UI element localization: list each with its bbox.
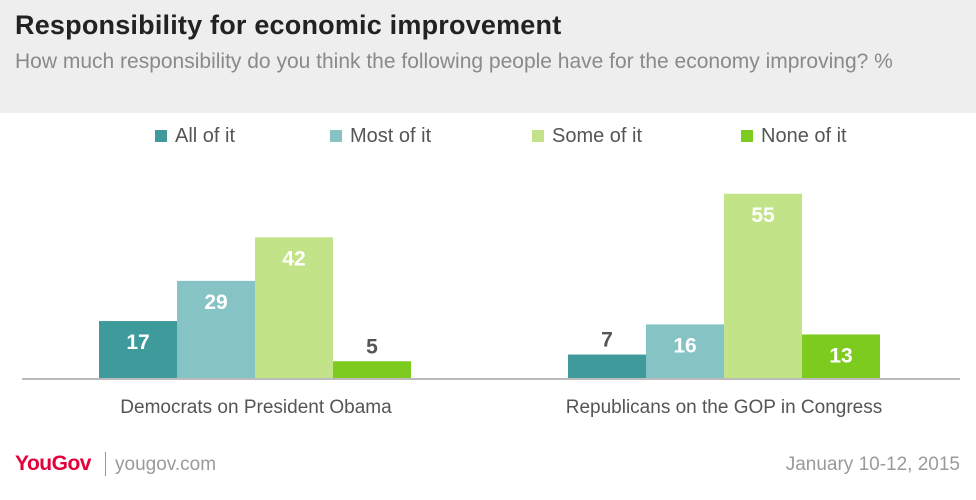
bar-some-of-it-1 [255, 237, 333, 378]
data-label-some-of-it-1: 42 [282, 247, 305, 270]
legend-item-some-of-it: Some of it [532, 124, 642, 148]
legend-swatch-most-of-it [330, 130, 342, 142]
chart-subtitle: How much responsibility do you think the… [15, 50, 893, 73]
data-label-all-of-it-1: 17 [126, 331, 149, 354]
legend-label-all-of-it: All of it [175, 124, 236, 147]
legend-label-some-of-it: Some of it [552, 124, 643, 147]
footer-divider [105, 452, 106, 476]
data-label-none-of-it-2: 13 [829, 344, 852, 367]
data-label-all-of-it-2: 7 [601, 329, 613, 352]
bar-none-of-it-1 [333, 361, 411, 378]
footer-site: yougov.com [115, 454, 217, 475]
legend: All of it Most of it Some of it None of … [0, 124, 976, 148]
bar-none-of-it-2 [802, 334, 880, 378]
bar-all-of-it-2 [568, 354, 646, 378]
data-label-none-of-it-1: 5 [366, 335, 378, 358]
category-label-1: Democrats on President Obama [120, 397, 392, 418]
data-label-most-of-it-1: 29 [204, 291, 227, 314]
legend-label-most-of-it: Most of it [350, 124, 432, 147]
header-band: Responsibility for economic improvement … [0, 0, 976, 113]
category-label-2: Republicans on the GOP in Congress [566, 397, 883, 418]
footer-date: January 10-12, 2015 [785, 454, 960, 475]
legend-item-most-of-it: Most of it [330, 124, 431, 148]
legend-item-none-of-it: None of it [741, 124, 847, 148]
legend-swatch-some-of-it [532, 130, 544, 142]
bar-most-of-it-2 [646, 324, 724, 378]
legend-item-all-of-it: All of it [155, 124, 235, 148]
legend-label-none-of-it: None of it [761, 124, 847, 147]
legend-swatch-all-of-it [155, 130, 167, 142]
data-label-most-of-it-2: 16 [673, 334, 696, 357]
bar-some-of-it-2 [724, 193, 802, 378]
chart-title: Responsibility for economic improvement [15, 10, 562, 40]
legend-swatch-none-of-it [741, 130, 753, 142]
bar-all-of-it-1 [99, 321, 177, 378]
yougov-logo: YouGov [15, 452, 91, 475]
bar-most-of-it-1 [177, 280, 255, 378]
data-label-some-of-it-2: 55 [751, 204, 775, 227]
